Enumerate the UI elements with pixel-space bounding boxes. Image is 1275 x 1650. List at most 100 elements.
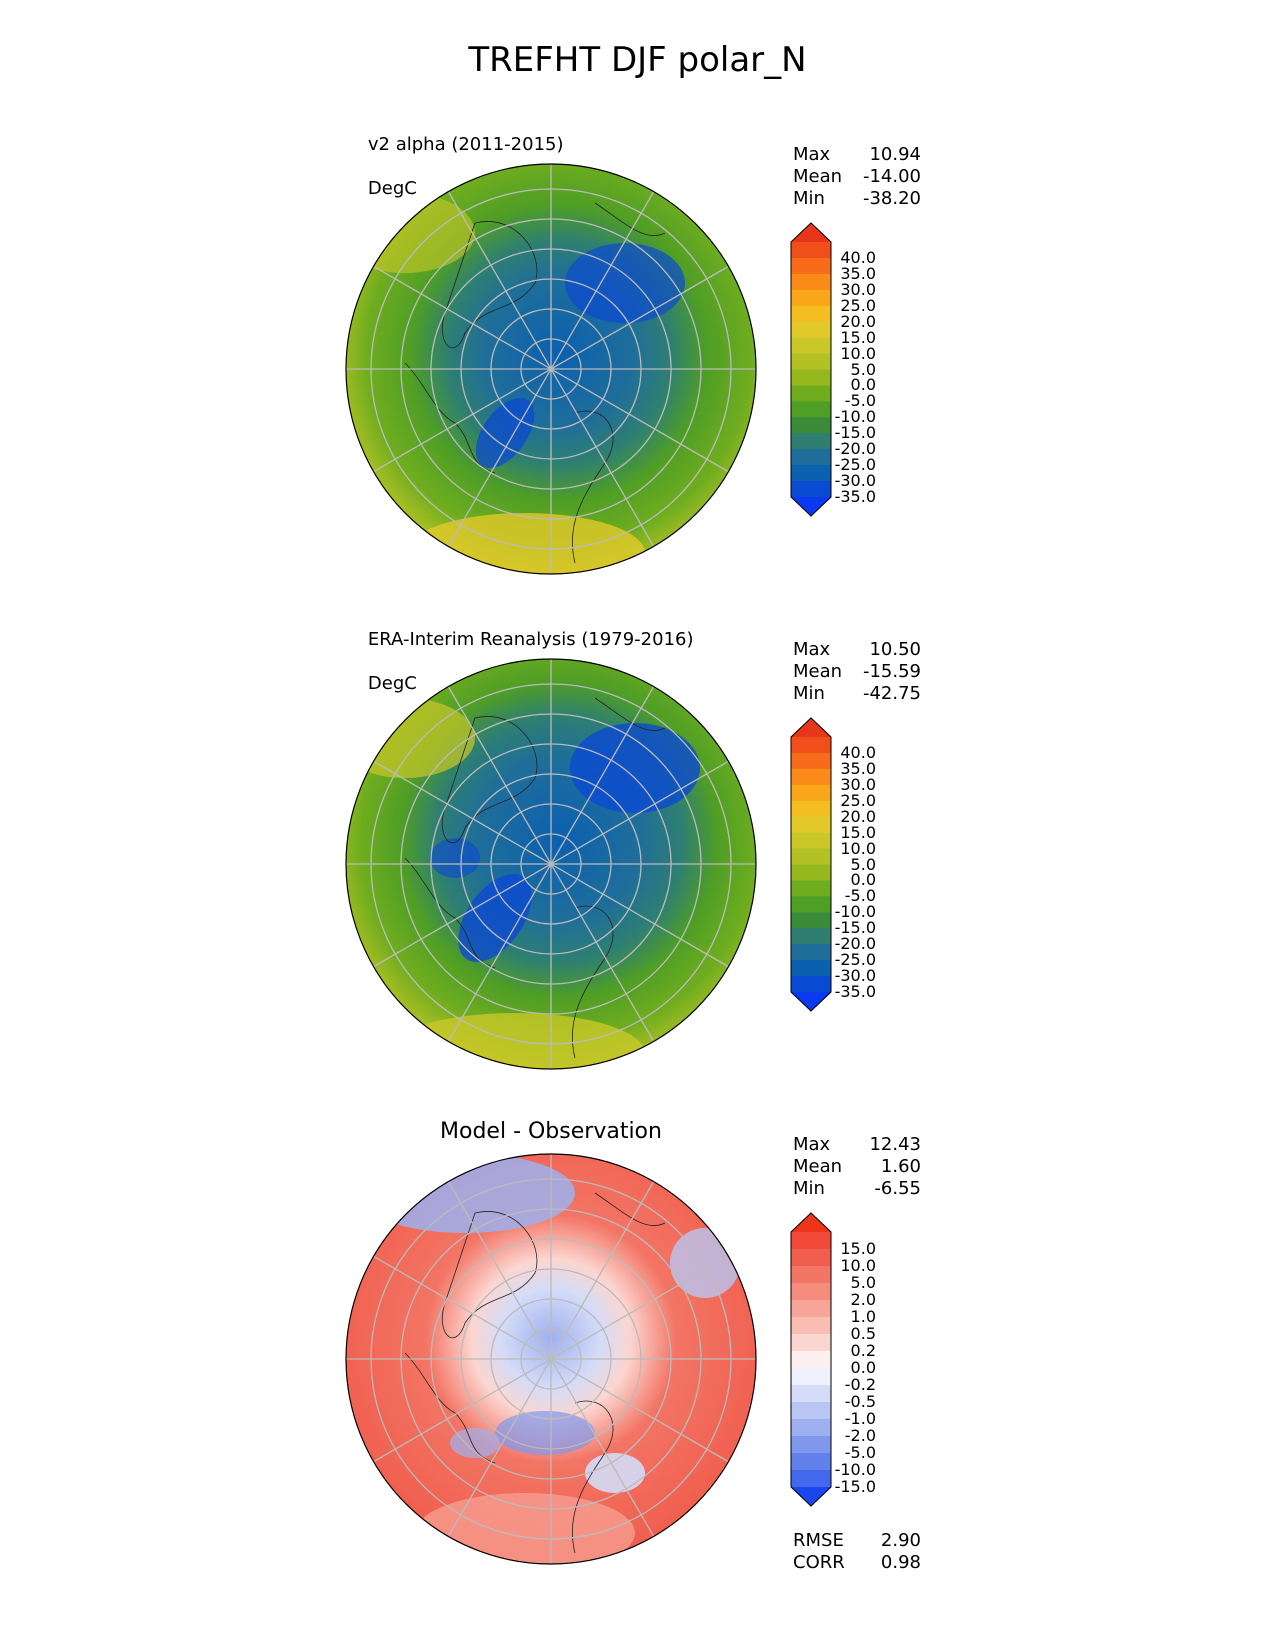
- colorbar-tick-label: 15.0: [840, 822, 876, 842]
- stat-value: -38.20: [862, 188, 921, 209]
- colorbar-segment: [791, 273, 831, 291]
- figure-title: TREFHT DJF polar_N: [468, 40, 807, 80]
- colorbar-segment: [791, 1385, 831, 1403]
- colorbar-tick-label: 35.0: [840, 758, 876, 778]
- stat-label: Max: [793, 639, 831, 660]
- colorbar-segment: [791, 1470, 831, 1488]
- colorbar-tick-label: 10.0: [840, 838, 876, 858]
- metric-label: RMSE: [793, 1530, 844, 1551]
- stat-label: Mean: [793, 166, 843, 187]
- colorbar-tick-label: 5.0: [850, 359, 876, 379]
- colorbar-segment: [791, 1368, 831, 1386]
- colorbar-segment: [791, 976, 831, 993]
- colorbar-segment: [791, 784, 831, 802]
- colorbar-tick-label: -0.5: [844, 1392, 876, 1411]
- stat-value: -14.00: [862, 166, 921, 187]
- colorbar-extend-top: [791, 223, 831, 242]
- colorbar-tick-label: -15.0: [834, 1477, 876, 1496]
- colorbar-tick-label: -15.0: [834, 423, 876, 443]
- colorbar-obs: [790, 717, 832, 1012]
- colorbar-segment: [791, 832, 831, 850]
- colorbar-segment: [791, 752, 831, 770]
- colorbar-segment: [791, 848, 831, 865]
- colorbar-tick-label: 40.0: [840, 247, 876, 267]
- colorbar-segment: [791, 481, 831, 498]
- panel-model-units: DegC: [367, 178, 417, 199]
- colorbar-segment: [791, 257, 831, 275]
- colorbar-segment: [791, 369, 831, 386]
- colorbar-outline: [790, 222, 832, 517]
- colorbar-extend-top: [791, 1213, 831, 1232]
- colorbar-segment: [791, 737, 831, 754]
- colorbar-tick-label: 25.0: [840, 295, 876, 315]
- colorbar-tick-label: 30.0: [840, 279, 876, 299]
- colorbar-segment: [791, 321, 831, 339]
- colorbar-segment: [791, 433, 831, 450]
- colorbar-tick-label: 15.0: [840, 1239, 876, 1258]
- stat-label: Mean: [793, 661, 843, 682]
- colorbar-tick-label: 5.0: [850, 1273, 876, 1292]
- colorbar-tick-label: -1.0: [844, 1409, 876, 1428]
- colorbar-segment: [791, 864, 831, 881]
- colorbar-segment: [791, 1283, 831, 1301]
- panel-obs: ERA-Interim Reanalysis (1979-2016) DegC: [0, 495, 1275, 1070]
- colorbar-tick-label: -5.0: [844, 1443, 876, 1462]
- colorbar-tick-label: 35.0: [840, 263, 876, 283]
- colorbar-segment: [791, 960, 831, 977]
- metric-value: 2.90: [880, 1530, 921, 1551]
- colorbar-segment: [791, 1351, 831, 1369]
- colorbar-tick-label: 25.0: [840, 790, 876, 810]
- colorbar-segment: [791, 1266, 831, 1284]
- stat-value: -6.55: [874, 1178, 921, 1199]
- colorbar-segment: [791, 1317, 831, 1335]
- colorbar-segment: [791, 928, 831, 945]
- panel-model: v2 alpha (2011-2015) DegC: [0, 0, 1275, 575]
- colorbar-segment: [791, 1419, 831, 1437]
- colorbar-segment: [791, 800, 831, 818]
- colorbar-tick-label: 40.0: [840, 742, 876, 762]
- panel-model-name: v2 alpha (2011-2015): [367, 134, 564, 155]
- panel-title-obs: ERA-Interim Reanalysis (1979-2016) DegC: [345, 607, 694, 717]
- stat-value: 12.43: [869, 1134, 921, 1155]
- colorbar-tick-label: -30.0: [834, 471, 876, 491]
- colorbar-segment: [791, 1402, 831, 1420]
- colorbar-segment: [791, 768, 831, 786]
- stats-obs: Max 10.50 Mean -15.59 Min -42.75: [793, 639, 921, 705]
- stat-label: Max: [793, 1134, 831, 1155]
- colorbar-tick-label: -10.0: [834, 1460, 876, 1479]
- colorbar-tick-label: 1.0: [850, 1307, 876, 1326]
- colorbar-tick-label: -10.0: [834, 902, 876, 922]
- stats-model: Max 10.94 Mean -14.00 Min -38.20: [793, 144, 921, 210]
- colorbar-tick-label: 15.0: [840, 327, 876, 347]
- colorbar-segment: [791, 880, 831, 897]
- colorbar-tick-label: 0.0: [850, 870, 876, 890]
- colorbar-tick-label: 30.0: [840, 774, 876, 794]
- colorbar-segment: [791, 896, 831, 913]
- colorbar-tick-label: -2.0: [844, 1426, 876, 1445]
- stat-value: 10.94: [869, 144, 921, 165]
- colorbar-segment: [791, 1249, 831, 1267]
- colorbar-diff: [790, 1212, 832, 1507]
- polar-map-diff: [345, 1153, 757, 1565]
- colorbar-extend-bottom: [791, 1487, 831, 1506]
- colorbar-outline: [790, 717, 832, 1012]
- colorbar-tick-label: -30.0: [834, 966, 876, 986]
- stat-label: Min: [793, 683, 825, 704]
- colorbar-tick-label: -20.0: [834, 934, 876, 954]
- stat-label: Max: [793, 144, 831, 165]
- colorbar-tick-label: 2.0: [850, 1290, 876, 1309]
- colorbar-tick-label: -15.0: [834, 918, 876, 938]
- metrics-diff: RMSE 2.90 CORR 0.98: [793, 1530, 921, 1574]
- metric-value: 0.98: [880, 1552, 921, 1573]
- colorbar-segment: [791, 305, 831, 323]
- colorbar-extend-bottom: [791, 497, 831, 516]
- colorbar-tick-label: -20.0: [834, 439, 876, 459]
- stat-value: -42.75: [862, 683, 921, 704]
- colorbar-tick-label: 10.0: [840, 343, 876, 363]
- panel-diff: Model - Observation: [0, 990, 1275, 1573]
- colorbar-tick-label: -35.0: [834, 487, 876, 506]
- colorbar-segment: [791, 1453, 831, 1471]
- colorbar-segment: [791, 1300, 831, 1318]
- colorbar-model: [790, 222, 832, 517]
- colorbar-extend-bottom: [791, 992, 831, 1011]
